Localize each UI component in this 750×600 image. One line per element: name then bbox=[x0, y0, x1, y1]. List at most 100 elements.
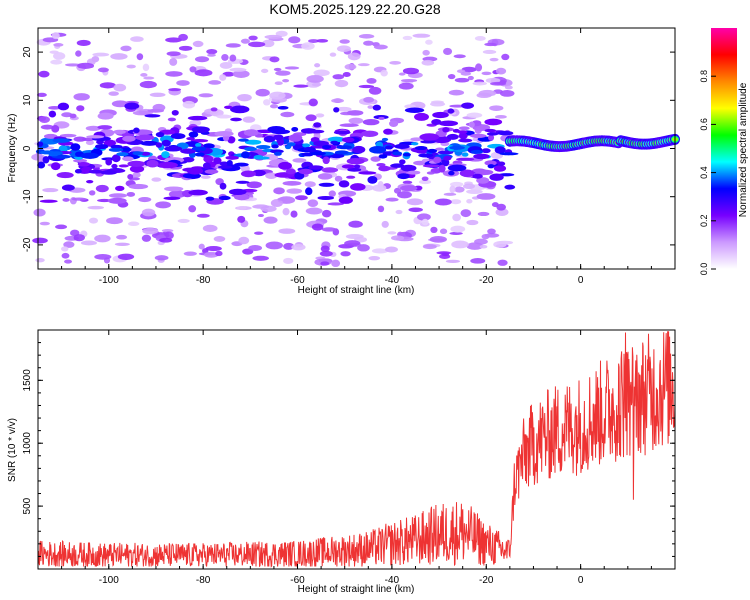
heatmap-cell bbox=[50, 162, 61, 171]
heatmap-cell bbox=[140, 73, 148, 77]
heatmap-cell bbox=[291, 243, 306, 251]
heatmap-cell bbox=[142, 227, 159, 235]
heatmap-cell bbox=[40, 124, 54, 130]
heatmap-cell bbox=[228, 188, 247, 195]
heatmap-cell bbox=[339, 39, 350, 44]
heatmap-cell bbox=[321, 227, 337, 232]
heatmap-cell bbox=[178, 45, 193, 51]
heatmap-cell bbox=[63, 241, 75, 248]
heatmap-cell bbox=[497, 161, 506, 167]
heatmap-cell bbox=[329, 52, 337, 57]
heatmap-cell bbox=[171, 109, 179, 116]
heatmap-cell bbox=[328, 190, 336, 197]
colorbar-tick-label: 0.0 bbox=[699, 263, 709, 276]
heatmap-cell bbox=[229, 54, 237, 62]
heatmap-cell bbox=[466, 112, 483, 118]
heatmap-cell bbox=[94, 254, 112, 260]
heatmap-cell bbox=[314, 63, 321, 68]
heatmap-cell bbox=[418, 179, 432, 185]
heatmap-cell bbox=[219, 62, 233, 69]
heatmap-cell bbox=[366, 78, 377, 84]
heatmap-cell bbox=[205, 246, 222, 252]
heatmap-cell bbox=[448, 170, 455, 176]
heatmap-cell bbox=[114, 242, 130, 246]
heatmap-cell bbox=[143, 76, 155, 80]
heatmap-cell bbox=[438, 120, 459, 127]
heatmap-cell bbox=[317, 173, 333, 180]
heatmap-cell bbox=[377, 180, 384, 189]
heatmap-cell bbox=[336, 145, 353, 150]
heatmap-cell bbox=[180, 148, 196, 154]
heatmap-cell bbox=[321, 209, 332, 218]
heatmap-cell bbox=[257, 213, 264, 218]
heatmap-cell bbox=[149, 92, 166, 98]
heatmap-cell bbox=[293, 84, 309, 88]
heatmap-cell bbox=[291, 126, 299, 132]
heatmap-cell bbox=[422, 49, 430, 56]
heatmap-cell bbox=[161, 151, 170, 159]
heatmap-cell bbox=[421, 59, 435, 66]
heatmap-cell bbox=[244, 139, 262, 145]
heatmap-cell bbox=[402, 152, 411, 157]
heatmap-cell bbox=[158, 161, 178, 169]
heatmap-cell bbox=[422, 164, 440, 168]
heatmap-cell bbox=[85, 140, 94, 146]
colorbar-tick-label: 0.8 bbox=[699, 70, 709, 83]
heatmap-cell bbox=[269, 91, 286, 100]
heatmap-cell bbox=[248, 244, 263, 251]
heatmap-cell bbox=[32, 237, 48, 244]
heatmap-cell bbox=[384, 246, 398, 253]
heatmap-cell bbox=[243, 129, 259, 137]
heatmap-cell bbox=[298, 168, 313, 175]
heatmap-cell bbox=[277, 197, 288, 201]
heatmap-cell bbox=[43, 133, 58, 139]
heatmap-cell bbox=[198, 243, 205, 250]
heatmap-cell bbox=[466, 242, 484, 250]
heatmap-cell bbox=[97, 198, 112, 203]
heatmap-cell bbox=[304, 181, 316, 188]
heatmap-cell bbox=[390, 235, 405, 241]
heatmap-cell bbox=[332, 74, 345, 80]
heatmap-cell bbox=[380, 69, 388, 77]
heatmap-cell bbox=[204, 169, 219, 174]
heatmap-cell bbox=[39, 116, 50, 123]
heatmap-cell bbox=[168, 88, 182, 92]
heatmap-cell bbox=[283, 257, 294, 264]
heatmap-cell bbox=[39, 199, 58, 203]
heatmap-cell bbox=[161, 229, 174, 233]
heatmap-cell bbox=[340, 111, 355, 116]
heatmap-cell bbox=[262, 39, 275, 48]
heatmap-cell bbox=[42, 188, 59, 193]
heatmap-cell bbox=[416, 213, 431, 221]
heatmap-cell bbox=[113, 83, 127, 92]
heatmap-cell bbox=[56, 172, 74, 179]
heatmap-cell bbox=[240, 170, 256, 178]
heatmap-cell bbox=[330, 140, 339, 145]
heatmap-cell bbox=[320, 245, 330, 253]
heatmap-cell bbox=[305, 114, 317, 122]
colorbar: 0.0 0.2 0.4 0.6 0.8 Normalized spectral ampl… bbox=[699, 28, 749, 275]
heatmap-cell bbox=[497, 130, 514, 136]
heatmap-cell bbox=[439, 228, 448, 235]
heatmap-cell bbox=[454, 77, 470, 83]
heatmap-cell bbox=[219, 161, 229, 166]
heatmap-cell bbox=[402, 67, 420, 75]
heatmap-cell bbox=[261, 68, 269, 74]
heatmap-cell bbox=[333, 130, 351, 135]
heatmap-cell bbox=[470, 149, 484, 154]
heatmap-cell bbox=[331, 98, 344, 103]
spectrogram-heatmap bbox=[31, 30, 680, 268]
heatmap-cell bbox=[126, 64, 136, 69]
heatmap-cell bbox=[116, 152, 129, 157]
heatmap-cell bbox=[301, 42, 315, 50]
heatmap-cell bbox=[269, 56, 280, 63]
heatmap-cell bbox=[381, 137, 389, 142]
heatmap-cell bbox=[485, 77, 501, 84]
heatmap-cell bbox=[504, 85, 513, 90]
heatmap-cell bbox=[73, 234, 85, 242]
heatmap-cell bbox=[99, 82, 116, 89]
spectrogram-x-label: Height of straight line (km) bbox=[298, 285, 415, 296]
heatmap-cell bbox=[65, 63, 81, 67]
heatmap-cell bbox=[86, 135, 105, 139]
heatmap-cell bbox=[475, 63, 483, 72]
